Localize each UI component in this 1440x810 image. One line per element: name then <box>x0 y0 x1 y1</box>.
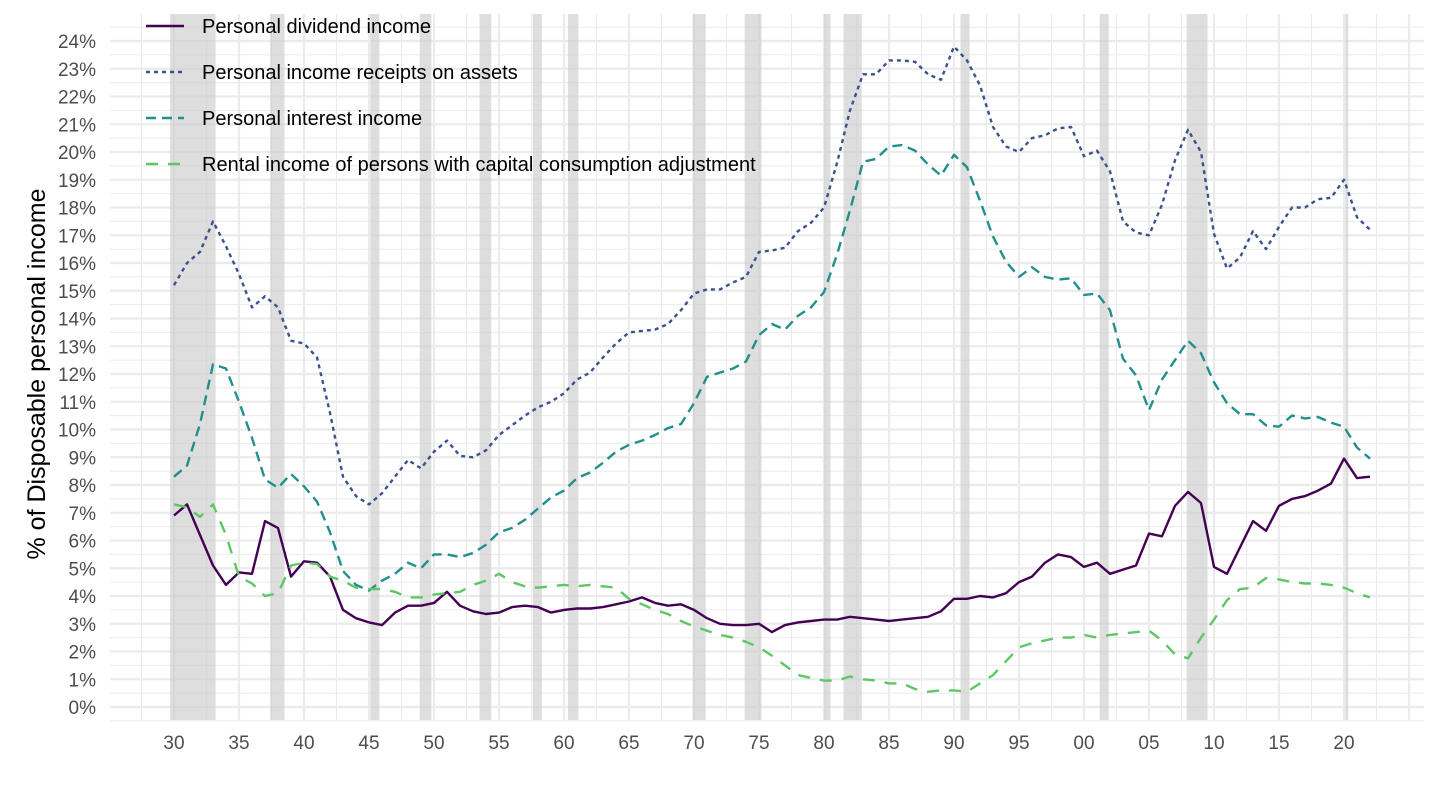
y-tick-label: 12% <box>58 365 96 386</box>
recession-band <box>419 14 432 720</box>
y-tick-label: 19% <box>58 171 96 192</box>
x-tick-label: 85 <box>878 733 899 754</box>
y-tick-label: 21% <box>58 115 96 136</box>
legend-label-3: Personal interest income <box>202 108 422 130</box>
y-tick-label: 5% <box>69 559 97 580</box>
y-tick-label: 10% <box>58 421 96 442</box>
y-tick-label: 1% <box>69 670 97 691</box>
y-tick-label: 0% <box>69 698 97 719</box>
recession-band <box>744 14 762 720</box>
legend-label-2: Personal income receipts on assets <box>202 62 518 84</box>
x-tick-label: 60 <box>553 733 574 754</box>
legend-label-1: Personal dividend income <box>202 16 431 38</box>
x-tick-label: 50 <box>423 733 444 754</box>
y-tick-label: 20% <box>58 143 96 164</box>
x-tick-label: 00 <box>1073 733 1094 754</box>
recession-band <box>1186 14 1208 720</box>
y-axis-ticks: 0% 1% 2% 3% 4% 5% 6% 7% 8% 9% 10% 11% 12% 13% 14% 15% 16… <box>58 32 96 719</box>
recession-band <box>370 14 380 720</box>
legend-label-4: Rental income of persons with capital co… <box>202 154 756 176</box>
recession-band <box>170 14 216 720</box>
y-tick-label: 18% <box>58 199 96 220</box>
series-line-1 <box>173 457 1371 634</box>
y-tick-label: 11% <box>59 393 96 414</box>
x-tick-label: 40 <box>293 733 314 754</box>
series-lines <box>172 45 1371 693</box>
y-tick-label: 2% <box>69 643 97 664</box>
recession-band <box>1099 14 1109 720</box>
legend: Personal dividend income Personal income … <box>146 16 756 176</box>
x-tick-label: 30 <box>163 733 184 754</box>
recession-shading <box>170 14 1349 720</box>
x-tick-label: 70 <box>683 733 704 754</box>
x-tick-label: 65 <box>618 733 639 754</box>
recession-band <box>824 14 831 720</box>
y-tick-label: 23% <box>58 60 96 81</box>
recession-band <box>532 14 542 720</box>
series-line-3 <box>173 143 1371 592</box>
y-tick-label: 4% <box>69 587 97 608</box>
x-tick-label: 90 <box>943 733 964 754</box>
series-line-4 <box>173 503 1371 693</box>
y-tick-label: 14% <box>58 310 96 331</box>
y-tick-label: 22% <box>58 88 96 109</box>
y-tick-label: 13% <box>58 337 96 358</box>
x-tick-label: 15 <box>1268 733 1289 754</box>
y-tick-label: 8% <box>69 476 97 497</box>
y-tick-label: 6% <box>69 532 97 553</box>
series-line-2 <box>172 45 1371 506</box>
y-tick-label: 3% <box>69 615 97 636</box>
y-tick-label: 15% <box>58 282 96 303</box>
x-tick-label: 10 <box>1203 733 1224 754</box>
x-tick-label: 95 <box>1008 733 1029 754</box>
recession-band <box>692 14 706 720</box>
y-axis-label: % of Disposable personal income <box>23 188 51 559</box>
y-tick-label: 7% <box>69 504 97 525</box>
x-tick-label: 80 <box>813 733 834 754</box>
x-axis-ticks: 30 35 40 45 50 55 60 65 70 75 80 85 90 95 00 05 10 15 20 <box>163 733 1354 754</box>
x-tick-label: 45 <box>358 733 379 754</box>
plot-panel <box>110 14 1424 722</box>
recession-band <box>960 14 970 720</box>
y-tick-label: 9% <box>69 448 97 469</box>
recession-band <box>1345 14 1349 720</box>
y-tick-label: 24% <box>58 32 96 53</box>
recession-band <box>567 14 579 720</box>
x-tick-label: 55 <box>488 733 509 754</box>
x-tick-label: 05 <box>1138 733 1159 754</box>
y-tick-label: 17% <box>58 226 96 247</box>
x-tick-label: 75 <box>748 733 769 754</box>
recession-band <box>479 14 492 720</box>
x-tick-label: 35 <box>228 733 249 754</box>
x-tick-label: 20 <box>1333 733 1354 754</box>
recession-band <box>843 14 862 720</box>
y-tick-label: 16% <box>58 254 96 275</box>
